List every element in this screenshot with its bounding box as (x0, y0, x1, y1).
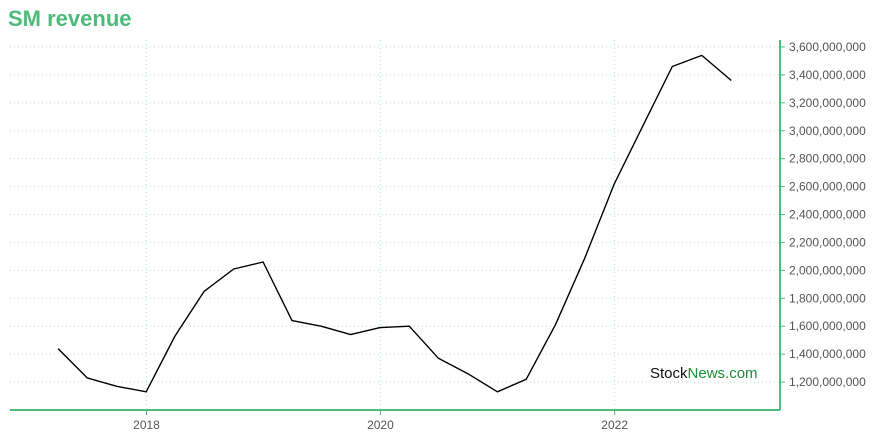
y-tick-label: 2,000,000,000 (789, 263, 866, 277)
y-tick-label: 2,400,000,000 (789, 208, 866, 222)
tick-labels: 1,200,000,000 1,400,000,000 1,600,000,000 1… (133, 40, 866, 432)
y-tick-label: 2,800,000,000 (789, 152, 866, 166)
y-tick-label: 1,400,000,000 (789, 347, 866, 361)
grid (10, 40, 780, 410)
x-tick-label: 2022 (601, 418, 628, 432)
y-tick-label: 1,800,000,000 (789, 291, 866, 305)
y-tick-label: 3,000,000,000 (789, 124, 866, 138)
y-tick-label: 1,600,000,000 (789, 319, 866, 333)
y-tick-label: 3,400,000,000 (789, 68, 866, 82)
y-tick-label: 2,200,000,000 (789, 235, 866, 249)
x-tick-label: 2020 (367, 418, 394, 432)
y-tick-label: 2,600,000,000 (789, 180, 866, 194)
axes (10, 40, 785, 415)
watermark-part1: Stock (650, 365, 688, 382)
y-tick-label: 3,200,000,000 (789, 96, 866, 110)
y-tick-label: 1,200,000,000 (789, 375, 866, 389)
chart-title: SM revenue (8, 6, 132, 31)
watermark: StockNews.com (650, 365, 758, 382)
series-line (57, 54, 732, 393)
watermark-part2: News.com (687, 365, 758, 382)
series-group (57, 54, 732, 393)
y-tick-label: 3,600,000,000 (789, 40, 866, 54)
x-tick-label: 2018 (133, 418, 160, 432)
